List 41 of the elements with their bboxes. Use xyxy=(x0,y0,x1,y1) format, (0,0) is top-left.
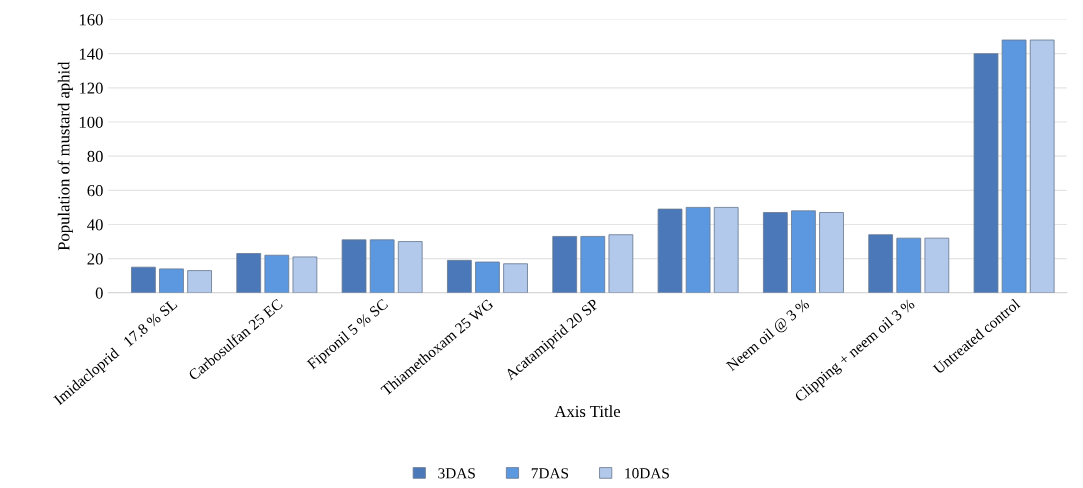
y-tick-label: 100 xyxy=(79,116,103,128)
bar xyxy=(552,236,578,293)
y-tick-label: 140 xyxy=(79,48,103,60)
bar xyxy=(580,236,606,293)
y-tick-label: 0 xyxy=(95,287,103,299)
bar xyxy=(657,208,683,293)
y-axis-title: Population of mustard aphid xyxy=(57,61,73,251)
bar xyxy=(447,259,472,293)
bar xyxy=(791,210,816,293)
bar xyxy=(236,253,262,293)
bar xyxy=(187,270,212,293)
bar xyxy=(713,206,739,293)
bar xyxy=(763,212,788,293)
bar xyxy=(131,266,156,293)
bar xyxy=(868,234,894,293)
bar xyxy=(1001,39,1027,293)
x-axis-title: Axis Title xyxy=(554,405,621,418)
y-tick-label: 60 xyxy=(87,185,103,197)
bar xyxy=(973,53,999,293)
legend-label: 7DAS xyxy=(531,468,569,479)
legend-label: 10DAS xyxy=(625,468,669,479)
bar xyxy=(503,263,528,293)
bar xyxy=(369,239,395,293)
y-tick-label: 160 xyxy=(79,14,103,26)
bar xyxy=(819,212,844,293)
bar xyxy=(896,237,922,293)
bar xyxy=(685,206,711,293)
bar xyxy=(924,237,950,293)
y-tick-label: 40 xyxy=(87,219,103,231)
bar xyxy=(159,268,184,293)
bar xyxy=(292,256,318,293)
y-tick-label: 20 xyxy=(87,253,103,265)
bar xyxy=(264,254,290,293)
bar xyxy=(341,239,367,293)
legend-label: 3DAS xyxy=(438,468,475,479)
bar xyxy=(608,234,634,293)
y-tick-label: 120 xyxy=(79,82,103,94)
bar xyxy=(475,261,500,293)
bar xyxy=(1029,39,1055,293)
y-tick-label: 80 xyxy=(87,150,103,163)
bar xyxy=(397,241,423,293)
